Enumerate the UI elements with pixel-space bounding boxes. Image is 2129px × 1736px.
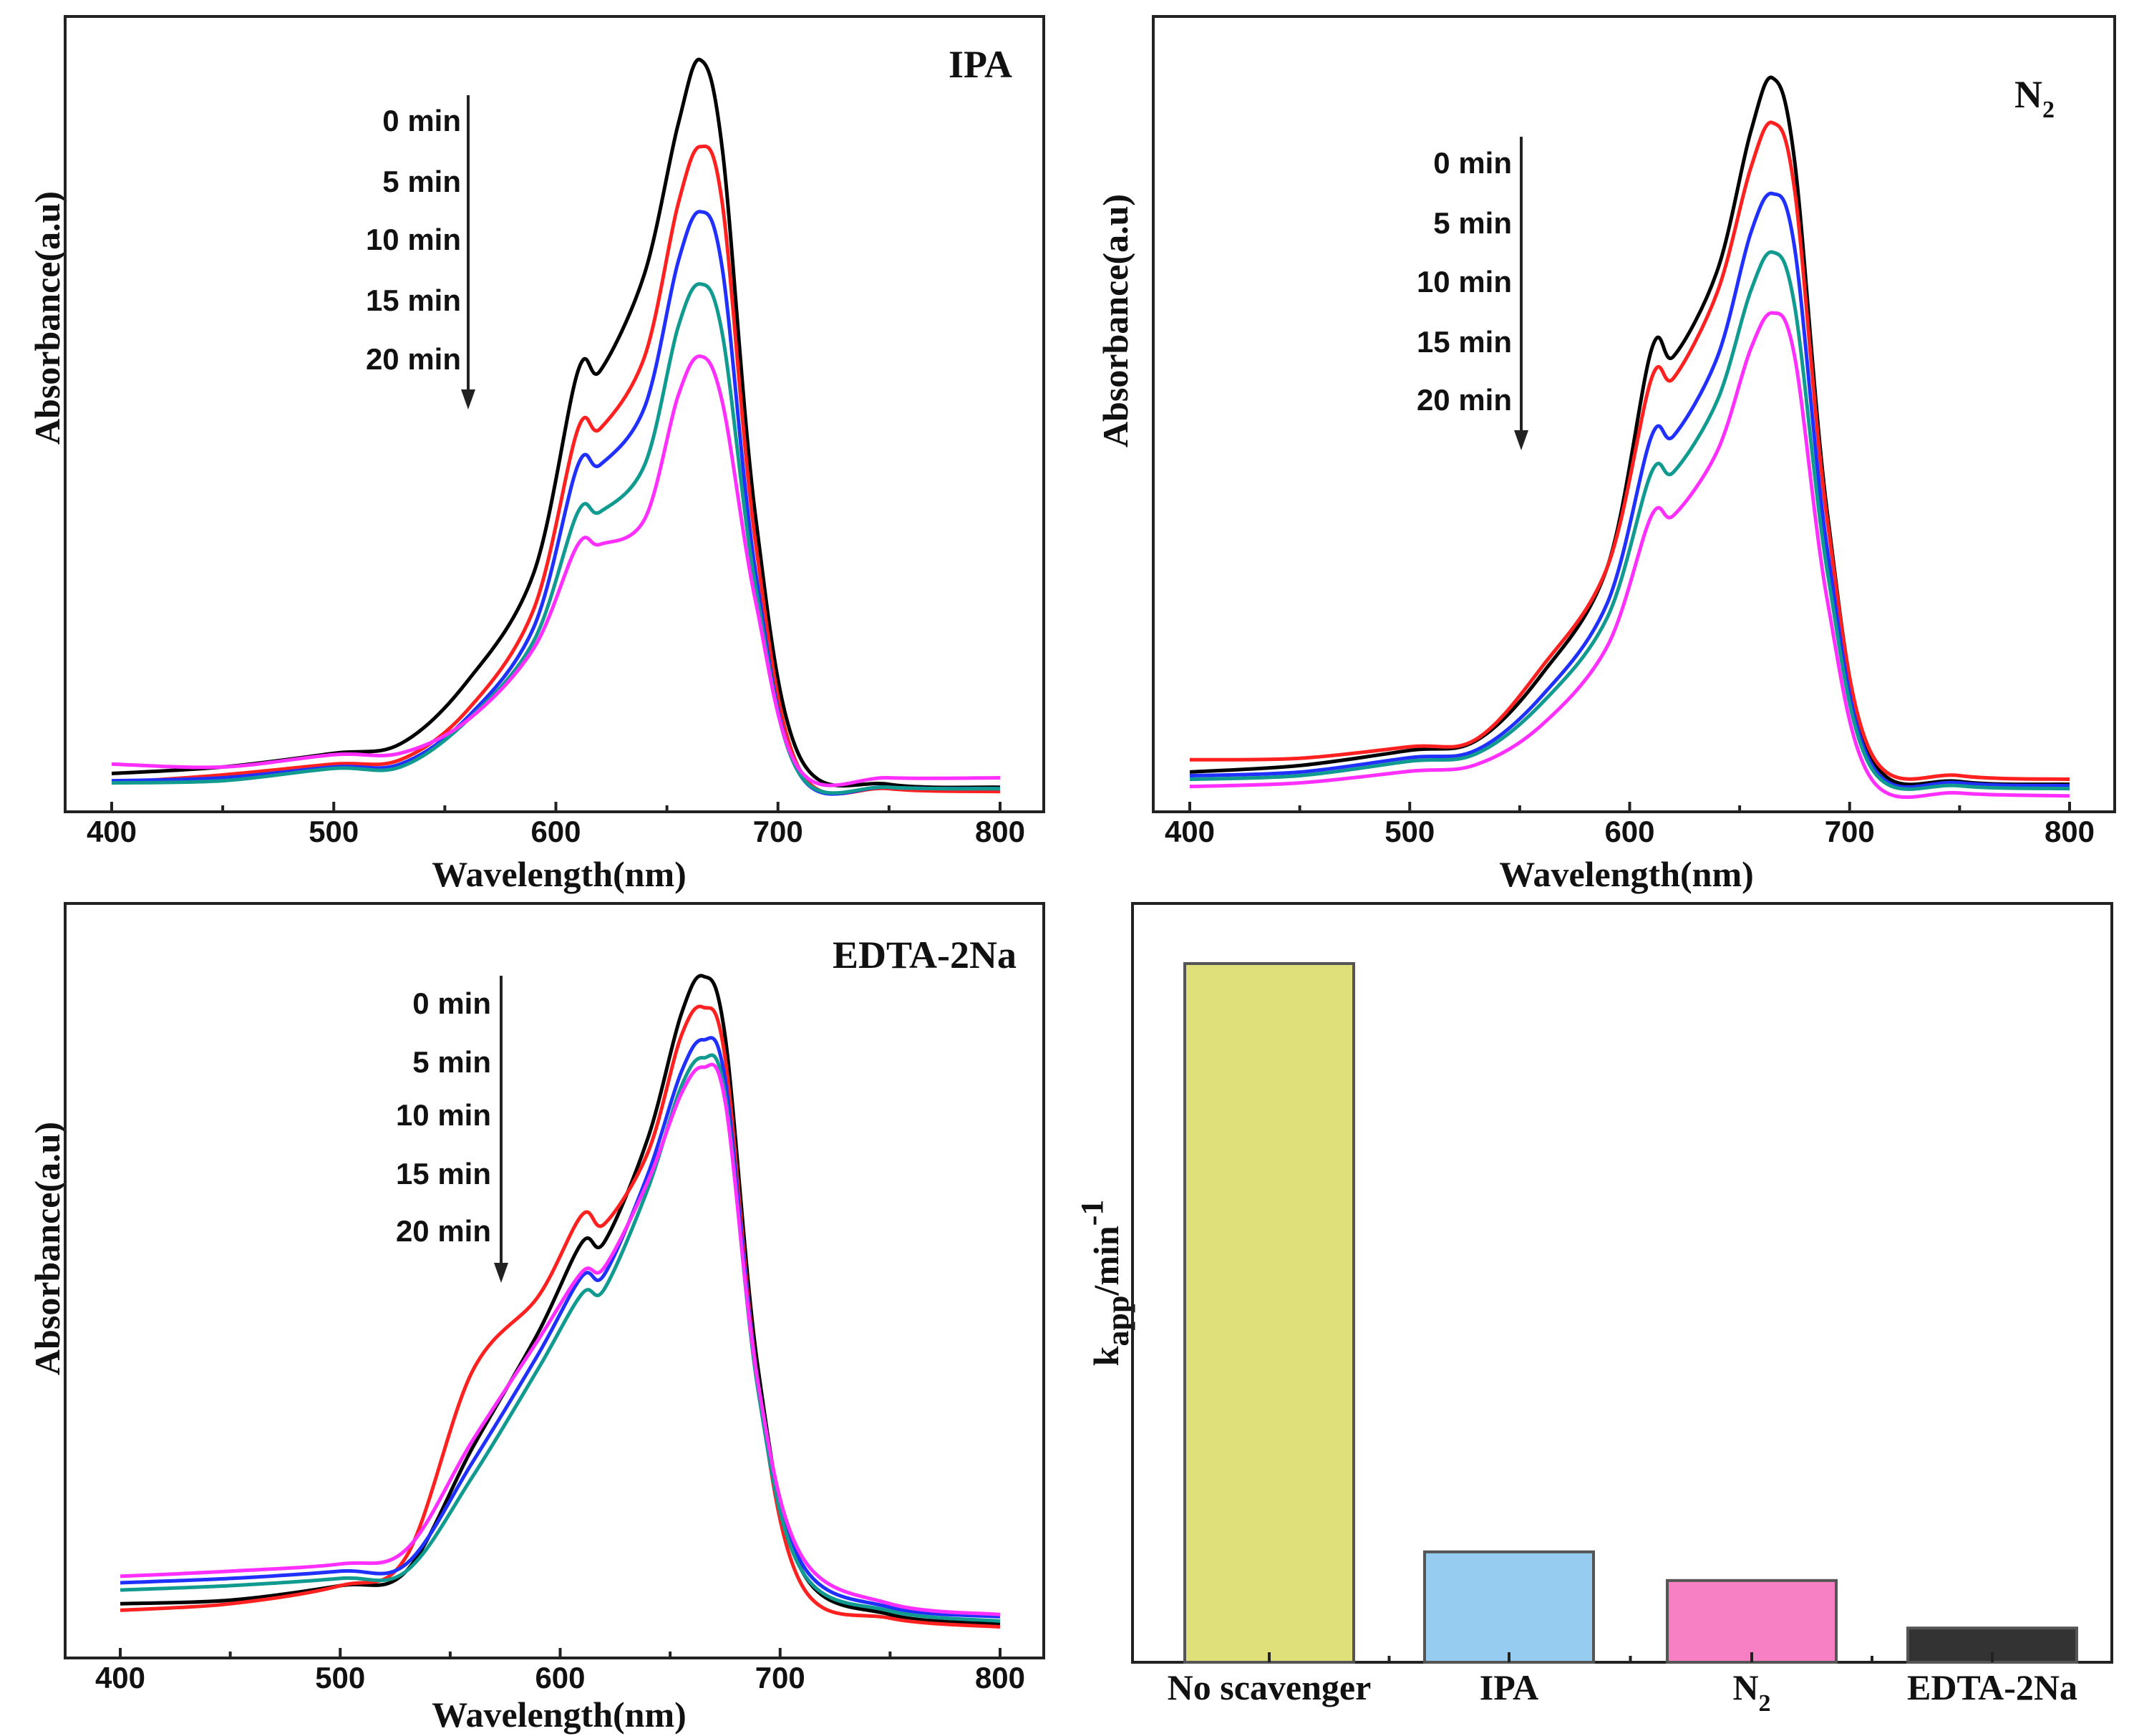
- time-label: 15 min: [366, 283, 461, 317]
- x-tick-label: 700: [753, 815, 803, 848]
- time-label: 0 min: [1433, 146, 1512, 180]
- time-label: 10 min: [366, 223, 461, 256]
- ylabel-sub: app: [1100, 1296, 1135, 1347]
- series-line-20-min: [1189, 311, 2070, 800]
- bar-0: [1183, 962, 1355, 1664]
- x-tick-label: 800: [975, 815, 1025, 848]
- time-label: 5 min: [412, 1045, 491, 1079]
- x-tick-label: 500: [315, 1661, 365, 1694]
- x-tick-label: 600: [530, 815, 581, 848]
- series-line-20-min: [120, 1062, 1001, 1616]
- arrow-down-icon: [1514, 430, 1528, 450]
- panel2-frame: [1152, 15, 2116, 813]
- category-label: No scavenger: [1168, 1667, 1372, 1707]
- time-label: 0 min: [412, 986, 491, 1020]
- category-label: N2: [1732, 1667, 1770, 1717]
- panel3-frame: [64, 902, 1045, 1659]
- time-label: 15 min: [396, 1157, 491, 1191]
- series-line-20-min: [111, 354, 1001, 787]
- arrow-down-icon: [461, 389, 475, 409]
- x-tick-label: 700: [755, 1661, 805, 1694]
- category-label-main: No scavenger: [1168, 1667, 1372, 1707]
- x-tick-label: 600: [1604, 815, 1654, 848]
- series-line-10-min: [1189, 191, 2070, 789]
- panel3-tag: EDTA-2Na: [833, 934, 1017, 976]
- category-label-main: IPA: [1480, 1667, 1538, 1707]
- series-line-5-min: [1189, 120, 2070, 781]
- time-label: 10 min: [1417, 265, 1512, 299]
- x-tick-label: 700: [1825, 815, 1875, 848]
- category-label-sub: 2: [1759, 1690, 1771, 1717]
- panel2-tag-main: N: [2014, 73, 2042, 116]
- ylabel-sup: -1: [1075, 1200, 1110, 1226]
- category-label-main: N: [1732, 1667, 1758, 1707]
- panel2-tag: N2: [2014, 73, 2055, 123]
- x-tick-label: 800: [2045, 815, 2095, 848]
- time-label: 15 min: [1417, 325, 1512, 359]
- category-label: IPA: [1480, 1667, 1538, 1707]
- bar-1: [1423, 1550, 1595, 1664]
- x-tick-label: 400: [1165, 815, 1215, 848]
- time-label: 20 min: [1417, 383, 1512, 417]
- time-label: 10 min: [396, 1098, 491, 1132]
- arrow-down-icon: [494, 1263, 508, 1283]
- panel1-ylabel: Absorbance(a.u): [27, 191, 67, 445]
- time-label: 5 min: [382, 165, 461, 198]
- x-tick-label: 500: [309, 815, 359, 848]
- ylabel-suffix: /min: [1086, 1226, 1126, 1296]
- panel4-ylabel: kapp/min-1: [1075, 1200, 1135, 1367]
- series-line-15-min: [1189, 250, 2070, 791]
- x-tick-label: 400: [87, 815, 137, 848]
- time-label: 20 min: [366, 342, 461, 376]
- x-tick-label: 800: [975, 1661, 1025, 1694]
- panel1-tag: IPA: [949, 43, 1012, 86]
- ylabel-k: k: [1086, 1346, 1126, 1366]
- time-label: 20 min: [396, 1214, 491, 1248]
- x-tick-label: 400: [95, 1661, 145, 1694]
- category-label-main: EDTA-2Na: [1907, 1667, 2077, 1707]
- x-tick-label: 500: [1384, 815, 1435, 848]
- panel3-xlabel: Wavelength(nm): [432, 1694, 687, 1735]
- time-label: 5 min: [1433, 206, 1512, 240]
- panel2-xlabel: Wavelength(nm): [1499, 854, 1754, 894]
- panel1-xlabel: Wavelength(nm): [432, 854, 687, 894]
- panel2-ylabel: Absorbance(a.u): [1095, 194, 1135, 447]
- panel4-frame: [1131, 902, 2113, 1664]
- series-line-0-min: [111, 57, 1001, 790]
- bar-2: [1666, 1579, 1838, 1664]
- series-line-15-min: [120, 1053, 1001, 1623]
- panel3-ylabel: Absorbance(a.u): [27, 1122, 67, 1375]
- category-label: EDTA-2Na: [1907, 1667, 2077, 1707]
- panel2-tag-sub: 2: [2042, 97, 2055, 123]
- x-tick-label: 600: [535, 1661, 585, 1694]
- time-label: 0 min: [382, 104, 461, 137]
- series-line-5-min: [111, 144, 1001, 796]
